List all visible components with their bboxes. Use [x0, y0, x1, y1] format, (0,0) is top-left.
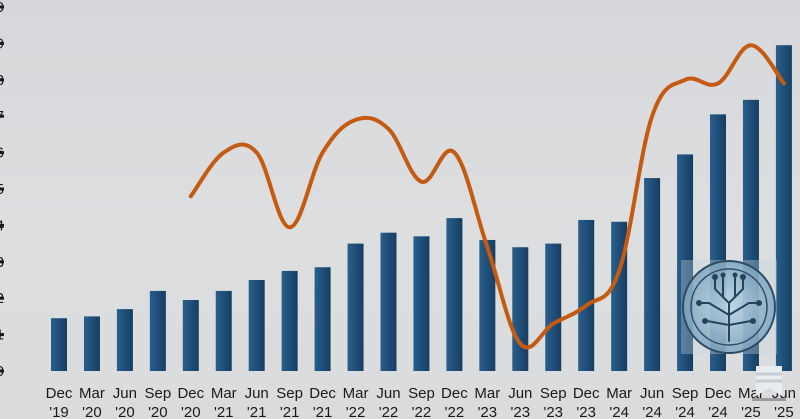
x-tick-label: Mar '24: [606, 385, 632, 419]
bar: [215, 290, 232, 371]
x-tick-label: Dec '21: [309, 385, 336, 419]
y-tick-mark: [0, 223, 4, 227]
bar: [51, 318, 67, 371]
x-tick-label: Jun '20: [113, 385, 137, 419]
y-tick-mark: [0, 369, 4, 373]
x-tick-label: Sep '23: [540, 385, 567, 419]
x-tick-label: Sep '21: [276, 385, 303, 419]
y-tick-mark: [0, 187, 4, 191]
x-tick-label: Mar '20: [79, 385, 105, 419]
bar: [248, 280, 265, 371]
bar: [149, 290, 166, 371]
bar: [347, 243, 364, 371]
x-tick-label: Mar '21: [211, 385, 237, 419]
y-axis-ticks: 012345678910: [0, 0, 4, 380]
x-tick-label: Jun '21: [245, 385, 269, 419]
x-tick-label: Dec '19: [46, 385, 73, 419]
bar: [413, 236, 430, 371]
bar: [578, 219, 595, 371]
x-tick-label: Dec '24: [705, 385, 732, 419]
x-tick-label: Mar '22: [343, 385, 369, 419]
bar: [512, 247, 529, 371]
y-tick-mark: [0, 260, 4, 264]
x-tick-label: Jun '24: [640, 385, 664, 419]
x-tick-label: Jun '22: [376, 385, 400, 419]
x-tick-label: Dec '23: [573, 385, 600, 419]
bar: [479, 239, 496, 371]
y-tick-mark: [0, 114, 4, 118]
bar: [182, 300, 199, 371]
bar: [545, 243, 562, 371]
x-tick-label: Sep '22: [408, 385, 435, 419]
bar: [644, 178, 661, 371]
line-series: [188, 43, 786, 350]
y-tick-mark: [0, 5, 4, 9]
x-tick-label: Sep '20: [144, 385, 171, 419]
bar: [116, 309, 133, 371]
bar: [83, 316, 100, 371]
y-tick-mark: [0, 333, 4, 337]
circuit-tree-seal-logo: [681, 260, 777, 354]
bar: [775, 45, 792, 371]
x-tick-label: Dec '22: [441, 385, 468, 419]
x-tick-label: Mar '23: [474, 385, 500, 419]
y-tick-mark: [0, 296, 4, 300]
y-tick-mark: [0, 41, 4, 45]
bar: [281, 270, 298, 371]
bar: [314, 267, 331, 371]
y-tick-mark: [0, 78, 4, 82]
x-tick-label: Dec '20: [177, 385, 204, 419]
bar-series: [51, 45, 792, 371]
bar: [446, 218, 463, 371]
bar: [380, 232, 397, 371]
x-tick-label: Sep '24: [672, 385, 699, 419]
line-series-layer: [188, 43, 786, 350]
x-tick-label: Jun '23: [508, 385, 532, 419]
y-tick-mark: [0, 151, 4, 155]
bookmark-stack-icon[interactable]: [752, 366, 786, 401]
